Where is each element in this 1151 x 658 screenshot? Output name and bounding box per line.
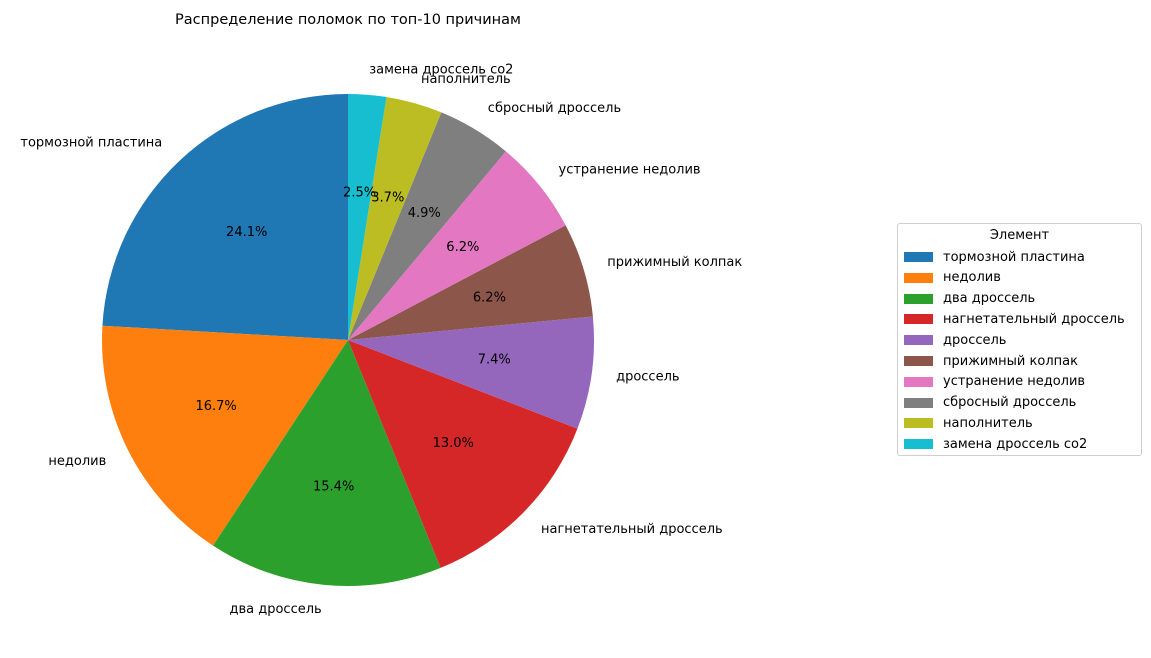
legend-swatch bbox=[904, 314, 933, 325]
legend-item: дроссель bbox=[904, 331, 1006, 349]
slice-percent-label: 7.4% bbox=[478, 353, 511, 368]
legend-label: дроссель bbox=[943, 332, 1007, 348]
slice-label: недолив bbox=[48, 454, 106, 469]
legend-item: тормозной пластина bbox=[904, 248, 1085, 266]
slice-label: нагнетательный дроссель bbox=[541, 522, 723, 537]
legend: Элемент тормозной пластина недолив два дро… bbox=[897, 223, 1142, 456]
chart-title: Распределение поломок по топ-10 причинам bbox=[175, 12, 521, 28]
legend-label: наполнитель bbox=[943, 415, 1033, 431]
slice-percent-label: 16.7% bbox=[195, 399, 236, 414]
slice-label: тормозной пластина bbox=[20, 136, 162, 151]
legend-label: нагнетательный дроссель bbox=[943, 311, 1125, 327]
legend-title: Элемент bbox=[989, 228, 1050, 243]
pie-slice bbox=[348, 151, 566, 340]
legend-label: тормозной пластина bbox=[943, 249, 1085, 265]
legend-swatch bbox=[904, 376, 933, 387]
slice-label: прижимный колпак bbox=[607, 255, 742, 270]
slice-percent-label: 6.2% bbox=[473, 290, 506, 305]
percent-labels: 24.1% 16.7% 15.4% 13.0% 7.4% 6.2% 6.2% 4.9% 3.7%… bbox=[195, 185, 510, 494]
legend-swatch bbox=[904, 252, 933, 262]
pie-slice bbox=[102, 94, 348, 340]
slice-percent-label: 24.1% bbox=[226, 225, 267, 240]
legend-label: прижимный колпак bbox=[943, 353, 1078, 369]
pie-slice bbox=[213, 340, 441, 587]
slice-percent-label: 15.4% bbox=[313, 479, 354, 494]
legend-item: замена дроссель со2 bbox=[904, 435, 1087, 453]
pie-slice bbox=[348, 112, 506, 340]
legend-item: сбросный дроссель bbox=[904, 394, 1076, 412]
legend-item: наполнитель bbox=[904, 414, 1033, 432]
legend-swatch bbox=[904, 356, 933, 366]
pie-slice bbox=[348, 225, 593, 340]
slice-percent-label: 6.2% bbox=[446, 240, 479, 255]
slice-label: устранение недолив bbox=[559, 162, 701, 177]
legend-swatch bbox=[904, 418, 933, 429]
slice-labels: тормозной пластина недолив два дроссель наг… bbox=[20, 63, 742, 617]
legend-item: нагнетательный дроссель bbox=[904, 310, 1125, 328]
pie-slice bbox=[348, 340, 578, 568]
pie-slice bbox=[102, 325, 348, 546]
pie-slice bbox=[348, 316, 595, 429]
slice-label: сбросный дроссель bbox=[488, 101, 621, 116]
legend-swatch bbox=[904, 272, 933, 283]
legend-item: недолив bbox=[904, 269, 1001, 287]
legend-item: устранение недолив bbox=[904, 373, 1085, 391]
slice-label: дроссель bbox=[616, 369, 679, 384]
legend-swatch bbox=[904, 439, 933, 450]
slice-percent-label: 4.9% bbox=[408, 206, 441, 221]
legend-swatch bbox=[904, 293, 933, 304]
legend-label: устранение недолив bbox=[943, 374, 1086, 390]
pie-slice bbox=[348, 94, 387, 340]
slice-percent-label: 2.5% bbox=[343, 185, 376, 200]
legend-swatch bbox=[904, 397, 933, 408]
legend-item: прижимный колпак bbox=[904, 352, 1078, 370]
legend-item: два дроссель bbox=[904, 290, 1035, 308]
slice-percent-label: 13.0% bbox=[433, 436, 474, 451]
pie-slice bbox=[348, 97, 442, 340]
slice-percent-label: 3.7% bbox=[371, 190, 404, 205]
legend-label: замена дроссель со2 bbox=[943, 436, 1088, 452]
slice-label: замена дроссель со2 bbox=[369, 63, 513, 78]
legend-swatch bbox=[904, 335, 933, 346]
legend-label: сбросный дроссель bbox=[943, 395, 1077, 411]
legend-label: два дроссель bbox=[943, 291, 1036, 307]
slice-label: два дроссель bbox=[229, 602, 321, 617]
legend-label: недолив bbox=[943, 270, 1001, 286]
pie-slices bbox=[102, 94, 595, 587]
slice-label: наполнитель bbox=[421, 72, 511, 87]
